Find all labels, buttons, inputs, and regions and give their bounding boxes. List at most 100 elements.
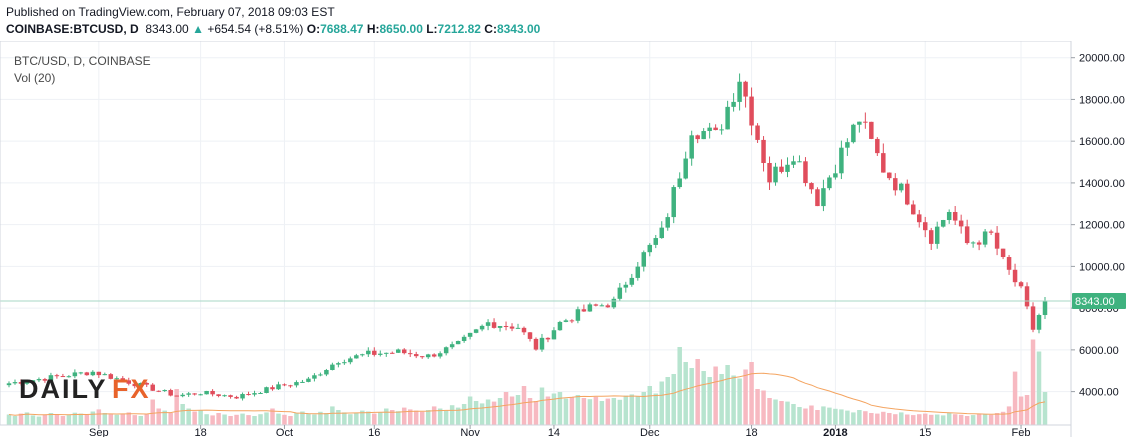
candle [300,379,305,383]
close-label: C: [484,22,497,36]
candle-body [533,338,539,350]
volume-bar [803,408,808,425]
volume-bar [401,407,407,425]
volume-bar [623,395,629,425]
volume-bar [701,371,706,425]
candle [695,134,700,144]
candle [1012,263,1018,287]
candle [312,373,317,382]
volume-ma-line [8,372,1046,416]
volume-bar [659,381,664,425]
volume-bar [336,410,341,425]
candle-body [755,125,760,140]
candle-body [36,379,42,381]
candle-body [144,382,149,385]
volume-bar [922,413,928,425]
candle [952,206,958,226]
candle [180,392,185,398]
volume-bar [833,408,838,425]
volume-bar [384,408,389,425]
candle-body [515,327,521,329]
candle-body [809,183,814,190]
volume-bar [270,408,275,425]
candle [946,209,952,224]
candle [246,391,251,396]
candle-body [833,173,838,178]
candle [228,394,233,399]
candle [270,385,275,391]
candle [617,283,623,302]
volume-bar [797,407,802,425]
candle-body [701,131,706,140]
candle-body [126,380,132,384]
candle-body [216,394,221,397]
candle [659,221,664,239]
candle-body [928,230,934,244]
volume-bar [342,412,347,425]
candlestick-chart[interactable]: 4000.006000.008000.0010000.0012000.00140… [0,40,1138,439]
volume-bar [1042,392,1048,425]
candle [863,112,868,129]
candle-body [875,138,880,154]
candles [6,73,1048,401]
x-tick-label: Feb [1012,427,1031,437]
volume-bar [455,407,461,425]
volume-bar [186,408,191,425]
volume-bar [497,398,503,425]
volume-bar [916,414,922,425]
candle-body [785,164,790,172]
candle-body [899,183,904,191]
candle [198,393,203,396]
candle [701,128,706,140]
candle [911,200,916,215]
x-tick-label: Dec [640,427,660,437]
volume-bar [6,414,12,425]
volume-bar [90,411,96,425]
candle [126,377,132,386]
candle [78,371,84,375]
candle [827,175,832,191]
volume-bar [946,413,952,425]
candle-body [946,211,952,221]
candle [186,392,191,397]
candle [934,221,940,249]
candle [503,321,509,331]
volume-bar [24,412,30,425]
candle-body [887,172,892,179]
candle [653,234,658,249]
candle [401,348,407,355]
candle [419,355,425,359]
low-value: 7212.82 [437,22,481,36]
candle-body [1012,269,1018,283]
candle [815,187,820,207]
volume-bar [982,414,988,425]
candle-body [96,371,102,376]
y-tick-label: 4000.00 [1079,387,1119,399]
candle-body [90,371,96,376]
candle-body [485,322,491,326]
volume-bar [767,398,772,425]
candle [767,156,772,190]
candle [162,389,167,392]
candle [797,155,802,163]
candle [96,371,102,378]
candle [689,130,694,166]
candle-body [449,344,455,348]
chart-area[interactable]: 4000.00 6000.00 8000.00 10000.00 12000.00 140… [0,40,1138,442]
candle-body [557,321,563,331]
volume-bar [354,413,359,425]
volume-bar [719,374,724,425]
candle [928,227,934,251]
candle-body [246,394,251,396]
volume-bar [306,413,311,425]
x-tick-label: 14 [548,427,560,437]
volume-bar [851,412,856,425]
candle-body [617,287,623,299]
candle [108,372,114,380]
candle-body [252,393,257,395]
volume-bar [575,395,581,425]
candle-body [905,183,910,205]
volume-bar [515,395,521,425]
candle-body [773,166,778,183]
candle [773,162,778,186]
